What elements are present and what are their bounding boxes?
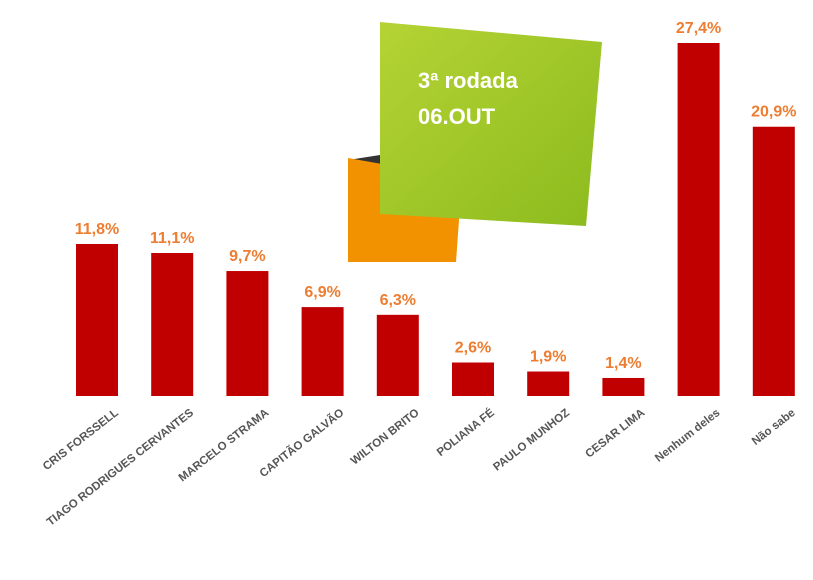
bar: [226, 271, 269, 396]
x-tick-label: TIAGO RODRIGUES CERVANTES: [45, 407, 196, 529]
value-label: 9,7%: [229, 248, 265, 265]
x-tick-label: Não sabe: [750, 407, 798, 448]
bar: [376, 314, 419, 396]
bar: [527, 371, 570, 396]
bar: [602, 377, 645, 396]
green-shape: [380, 22, 602, 226]
value-label: 27,4%: [676, 20, 721, 37]
annotation: 3ª rodada: [418, 68, 519, 93]
bar: [752, 126, 795, 396]
bar: [151, 252, 194, 396]
x-tick-label: WILTON BRITO: [349, 407, 422, 468]
bar: [76, 243, 118, 396]
x-tick-label: Nenhum deles: [653, 407, 722, 465]
bar: [301, 307, 344, 396]
value-label: 1,4%: [605, 355, 641, 372]
x-tick-label: CRIS FORSSELL: [41, 407, 121, 473]
x-tick-label: PAULO MUNHOZ: [491, 407, 572, 474]
x-tick-label: CESAR LIMA: [583, 407, 647, 461]
value-label: 6,9%: [304, 284, 340, 301]
value-label: 6,3%: [380, 292, 416, 309]
x-tick-label: CAPITÃO GALVÃO: [257, 406, 346, 480]
value-label: 11,1%: [150, 230, 194, 247]
x-tick-label: POLIANA FÉ: [434, 406, 497, 459]
value-label: 11,8%: [75, 221, 119, 238]
annotation: 06.OUT: [418, 104, 496, 129]
value-label: 2,6%: [455, 340, 491, 357]
bar: [677, 43, 720, 396]
value-label: 1,9%: [530, 349, 566, 366]
value-label: 20,9%: [751, 104, 796, 121]
bar: [452, 362, 494, 396]
